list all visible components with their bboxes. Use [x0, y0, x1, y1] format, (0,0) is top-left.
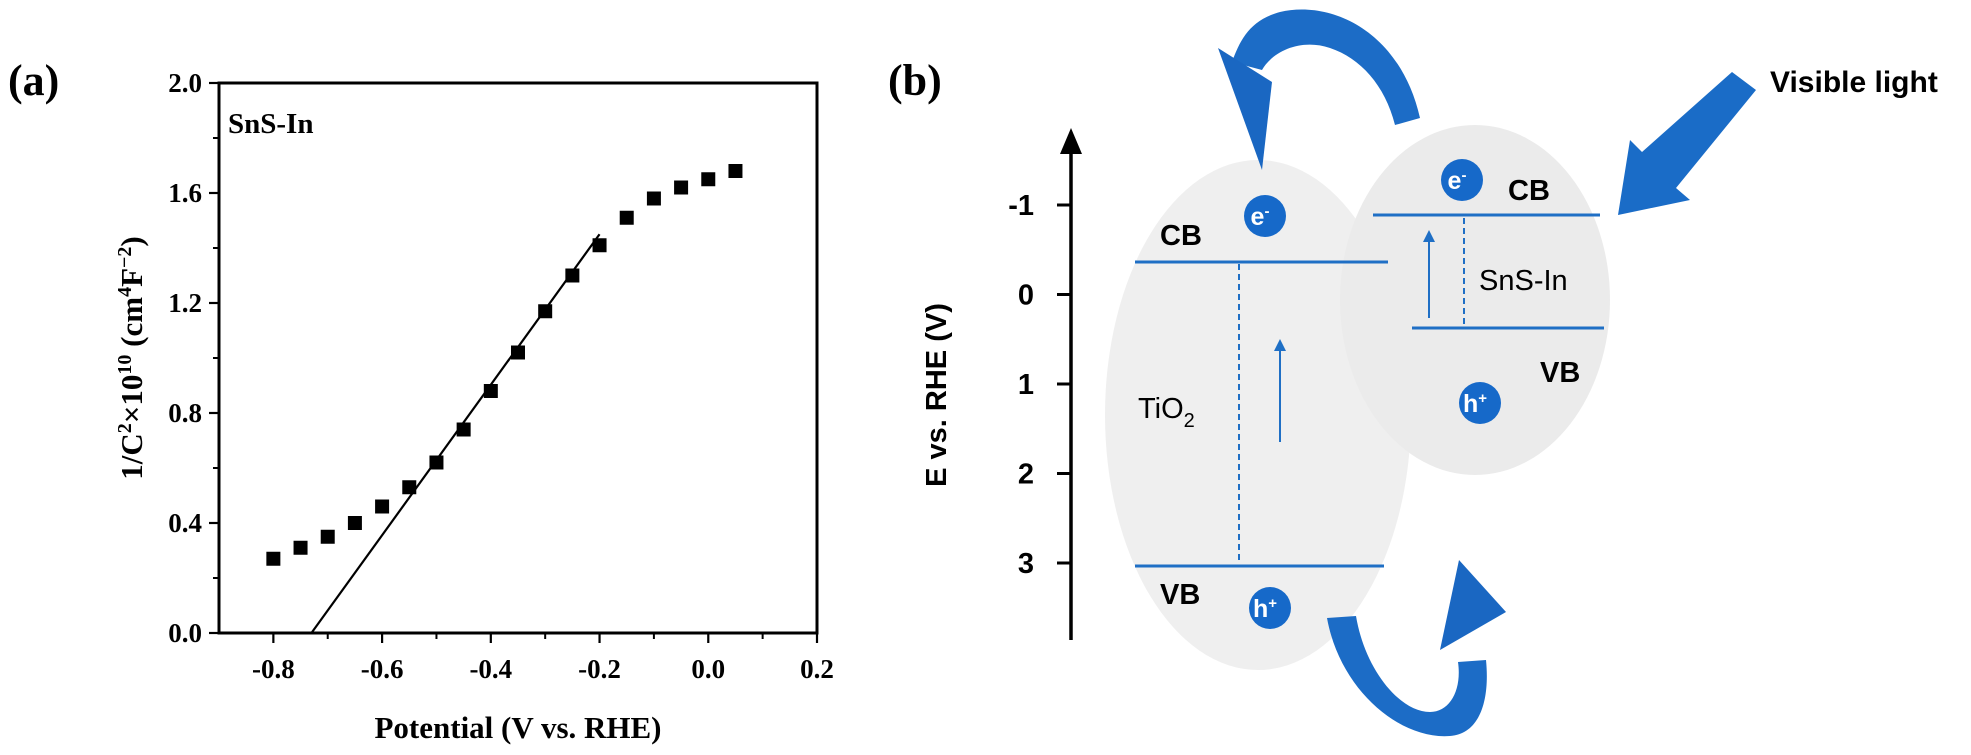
x-tick-label: -0.4 — [469, 654, 512, 684]
data-point — [701, 172, 716, 187]
fit-line — [310, 233, 601, 634]
y-tick-label: 2.0 — [168, 68, 202, 98]
tio2-cb-label: CB — [1160, 220, 1202, 252]
panel-b: (b) -1 0 1 2 3 E vs. RHE (V) CB VB TiO2 e- h… — [888, 9, 1938, 737]
energy-ticks: -1 0 1 2 3 — [1008, 190, 1071, 580]
hole-transfer-arrowhead — [1440, 560, 1506, 650]
tio2-label: TiO2 — [1138, 393, 1195, 432]
sns-electron-badge: e- — [1441, 159, 1483, 201]
sns-hole-badge: h+ — [1459, 382, 1501, 424]
data-point — [728, 164, 743, 178]
sns-cb-label: CB — [1508, 175, 1550, 207]
energy-tick-label: 0 — [1018, 280, 1034, 312]
tio2-hole-badge: h+ — [1249, 587, 1291, 629]
sns-in-particle — [1340, 125, 1610, 475]
data-point — [483, 384, 498, 398]
data-point — [402, 480, 417, 495]
tio2-electron-badge: e- — [1244, 195, 1286, 237]
data-point — [538, 304, 553, 319]
svg-text:h+: h+ — [1463, 390, 1487, 418]
data-point — [456, 422, 471, 437]
y-axis-label: 1/C2×1010 (cm4F−2) — [114, 236, 149, 480]
data-points — [266, 164, 743, 566]
data-point — [293, 540, 308, 555]
y-tick-label: 1.2 — [168, 288, 202, 318]
y-tick-label: 1.6 — [168, 178, 202, 208]
y-tick-labels: 0.0 0.4 0.8 1.2 1.6 2.0 — [168, 68, 202, 648]
data-point — [592, 238, 607, 253]
visible-light-label: Visible light — [1770, 66, 1938, 99]
data-point — [320, 529, 335, 544]
data-point — [375, 499, 390, 514]
tio2-particle — [1105, 160, 1411, 670]
svg-text:h+: h+ — [1253, 595, 1277, 623]
panel-a: (a) SnS-In -0.8 -0.6 -0.4 -0.2 0.0 0.2 0.0 0.4… — [8, 56, 834, 745]
x-tick-label: -0.8 — [252, 654, 295, 684]
data-point — [565, 268, 580, 283]
panel-a-label: (a) — [8, 56, 59, 105]
svg-text:e-: e- — [1251, 203, 1270, 231]
x-tick-label: 0.2 — [800, 654, 834, 684]
visible-light-arrow — [1618, 72, 1756, 215]
svg-text:e-: e- — [1448, 167, 1467, 195]
energy-axis-label: E vs. RHE (V) — [921, 303, 953, 487]
x-tick-label: -0.6 — [361, 654, 404, 684]
data-point — [347, 516, 362, 530]
x-tick-label: -0.2 — [578, 654, 621, 684]
electron-transfer-arc — [1232, 9, 1420, 125]
energy-tick-label: 3 — [1018, 548, 1034, 580]
energy-tick-label: 2 — [1018, 459, 1034, 491]
x-axis-label: Potential (V vs. RHE) — [374, 710, 661, 745]
sns-in-label: SnS-In — [1479, 265, 1568, 297]
data-point — [511, 345, 525, 360]
data-point — [674, 180, 689, 195]
x-tick-labels: -0.8 -0.6 -0.4 -0.2 0.0 0.2 — [252, 654, 834, 684]
data-point — [429, 455, 444, 470]
tio2-vb-label: VB — [1160, 579, 1200, 611]
hole-transfer-arc — [1327, 616, 1487, 737]
data-point — [266, 551, 281, 566]
x-tick-label: 0.0 — [691, 654, 725, 684]
energy-tick-label: 1 — [1018, 369, 1034, 401]
electron-transfer-arrowhead — [1218, 48, 1272, 170]
axis-ticks — [209, 81, 819, 643]
y-tick-label: 0.0 — [168, 618, 202, 648]
sns-vb-label: VB — [1540, 357, 1580, 389]
panel-b-label: (b) — [888, 56, 942, 105]
data-point — [646, 191, 661, 206]
energy-axis-arrowhead — [1060, 128, 1082, 154]
data-point — [619, 210, 634, 225]
y-tick-label: 0.4 — [168, 508, 202, 538]
y-tick-label: 0.8 — [168, 398, 202, 428]
energy-tick-label: -1 — [1008, 190, 1034, 222]
chart-title: SnS-In — [228, 108, 313, 140]
